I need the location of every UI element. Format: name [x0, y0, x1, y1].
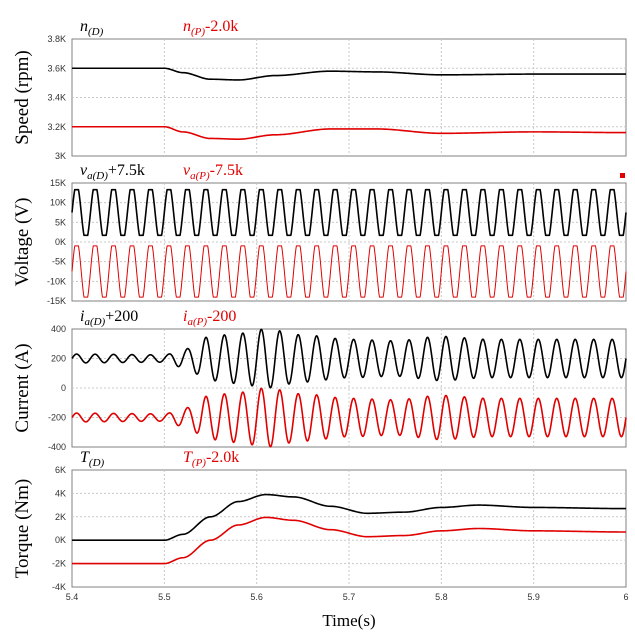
series-annotation: ia(P)-200	[183, 308, 236, 328]
series-annotation: T(P)-2.0k	[183, 449, 239, 469]
y-tick-label: 15K	[50, 178, 66, 188]
y-tick-label: 3.2K	[47, 122, 66, 132]
y-tick-label: 6K	[55, 465, 66, 475]
x-tick-label: 5.4	[66, 592, 79, 602]
x-tick-label: 5.9	[527, 592, 540, 602]
series-line-black	[72, 67, 626, 81]
x-tick-label: 5.6	[250, 592, 263, 602]
series-annotation: va(P)-7.5k	[183, 162, 243, 182]
marker-square	[620, 173, 625, 178]
y-tick-label: 5K	[55, 217, 66, 227]
y-axis-label: Torque (Nm)	[12, 479, 33, 578]
panel-2: -15K -10K -5K 0K 5K 10K 15K Voltage (V) va(D)+7.…	[12, 162, 627, 306]
series-line-red	[72, 125, 626, 140]
panel-3: -400 -200 0 200 400 Current (A) ia(D)+200 ia(P)…	[12, 308, 627, 452]
y-axis-label: Speed (rpm)	[12, 50, 33, 144]
x-tick-label: 6	[623, 592, 628, 602]
series-line-red	[71, 245, 627, 298]
y-tick-label: 400	[51, 324, 66, 334]
y-tick-label: 3.4K	[47, 93, 66, 103]
y-tick-label: 2K	[55, 512, 66, 522]
y-tick-label: -15K	[47, 296, 66, 306]
series-line-black	[71, 328, 627, 389]
y-tick-label: -2K	[52, 559, 66, 569]
y-tick-label: -400	[48, 442, 66, 452]
y-tick-label: -200	[48, 413, 66, 423]
x-tick-label: 5.7	[343, 592, 356, 602]
y-axis-label: Current (A)	[12, 343, 33, 432]
y-tick-label: 3.8K	[47, 34, 66, 44]
y-tick-label: 0	[61, 383, 66, 393]
series-annotation: n(P)-2.0k	[183, 18, 238, 38]
panel-1: 3K 3.2K 3.4K 3.6K 3.8K Speed (rpm) n(D) n(P)-2.…	[12, 18, 627, 161]
series-annotation: ia(D)+200	[80, 308, 138, 328]
series-line-black	[72, 493, 626, 541]
y-tick-label: 10K	[50, 198, 66, 208]
y-tick-label: -4K	[52, 582, 66, 592]
y-tick-label: 3K	[55, 151, 66, 161]
series-line-black	[71, 188, 627, 237]
y-axis-label: Voltage (V)	[12, 198, 33, 287]
x-tick-label: 5.5	[158, 592, 171, 602]
series-line-red	[71, 387, 627, 448]
y-tick-label: 3.6K	[47, 63, 66, 73]
y-tick-label: -5K	[52, 257, 66, 267]
series-line-red	[72, 516, 626, 565]
y-tick-label: -10K	[47, 276, 66, 286]
y-tick-label: 0K	[55, 535, 66, 545]
series-annotation: T(D)	[80, 449, 105, 469]
y-tick-label: 200	[51, 354, 66, 364]
y-tick-label: 4K	[55, 488, 66, 498]
series-annotation: n(D)	[80, 18, 104, 38]
x-tick-label: 5.8	[435, 592, 448, 602]
x-axis-label: Time(s)	[322, 611, 375, 630]
panel-4: -4K -2K 0K 2K 4K 6K Torque (Nm) T(D) T(P)-2.0k 5.…	[12, 449, 629, 630]
y-tick-label: 0K	[55, 237, 66, 247]
series-annotation: va(D)+7.5k	[80, 162, 145, 182]
